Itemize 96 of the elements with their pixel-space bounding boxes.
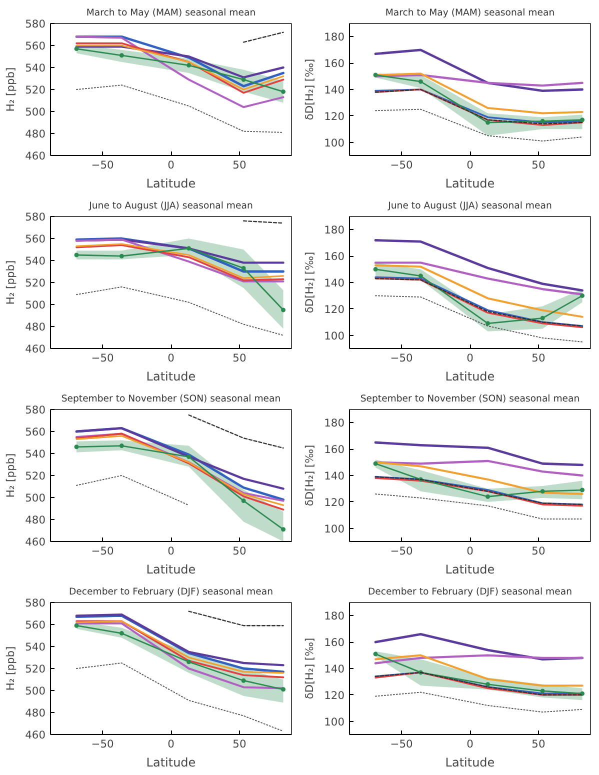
y-tick-label: 140	[324, 662, 345, 676]
y-axis-title: δD[H₂] [‰]	[303, 444, 316, 506]
x-axis-title: Latitude	[445, 562, 495, 576]
y-tick-label: 120	[324, 110, 345, 123]
chart-title: March to May (MAM) seasonal mean	[86, 8, 256, 18]
x-tick-label: 0	[466, 352, 474, 364]
x-tick-label: 0	[466, 158, 474, 172]
y-tick-label: 520	[25, 84, 46, 96]
x-tick-label: 50	[232, 738, 246, 750]
y-tick-label: 560	[25, 426, 46, 438]
x-tick-label: −50	[91, 352, 114, 364]
x-tick-label: 50	[532, 352, 546, 364]
y-tick-label: 560	[25, 232, 46, 246]
x-tick-label: 0	[168, 158, 175, 172]
x-tick-label: 50	[532, 738, 546, 750]
chart-title: December to February (DJF) seasonal mean	[68, 586, 274, 598]
y-tick-label: 480	[25, 128, 46, 140]
y-tick-label: 560	[25, 618, 46, 632]
y-tick-label: 120	[324, 688, 345, 702]
y-axis-title: δD[H₂] [‰]	[303, 252, 316, 314]
chart-title: March to May (MAM) seasonal mean	[385, 8, 555, 18]
x-tick-label: 50	[532, 158, 546, 172]
y-tick-label: 540	[25, 448, 46, 460]
chart-title: September to November (SON) seasonal mean	[360, 394, 580, 404]
x-axis-title: Latitude	[146, 370, 196, 384]
y-tick-label: 520	[25, 276, 46, 290]
x-tick-label: 0	[466, 544, 474, 558]
y-tick-label: 140	[324, 84, 345, 96]
x-axis-title: Latitude	[146, 562, 196, 576]
y-tick-label: 180	[324, 610, 345, 623]
y-axis-title: δD[H₂] [‰]	[303, 58, 316, 120]
y-tick-label: 160	[324, 250, 345, 264]
y-tick-label: 180	[324, 224, 345, 237]
x-tick-label: 50	[232, 158, 246, 172]
y-tick-label: 120	[324, 496, 345, 509]
y-tick-label: 460	[25, 728, 46, 742]
x-tick-label: 0	[168, 352, 175, 364]
x-axis-title: Latitude	[445, 370, 495, 384]
y-tick-label: 560	[25, 40, 46, 52]
y-tick-label: 500	[25, 492, 46, 504]
chart-title: June to August (JJA) seasonal mean	[387, 200, 552, 212]
y-tick-label: 500	[25, 106, 46, 118]
y-tick-label: 580	[25, 596, 46, 610]
x-tick-label: 50	[232, 352, 246, 364]
y-axis-title: H₂ [ppb]	[4, 67, 18, 112]
y-axis-title: H₂ [ppb]	[4, 453, 18, 498]
y-tick-label: 580	[25, 210, 46, 224]
x-tick-label: −50	[390, 544, 413, 558]
y-tick-label: 480	[25, 706, 46, 720]
y-tick-label: 100	[324, 136, 345, 150]
x-tick-label: 50	[232, 544, 246, 558]
y-tick-label: 480	[25, 320, 46, 334]
chart-title: June to August (JJA) seasonal mean	[88, 200, 253, 212]
x-tick-label: 0	[466, 738, 474, 750]
y-tick-label: 100	[324, 522, 345, 536]
y-axis-title: H₂ [ppb]	[4, 260, 18, 305]
y-tick-label: 480	[25, 514, 46, 526]
y-tick-label: 460	[25, 536, 46, 548]
x-tick-label: 0	[168, 738, 175, 750]
x-axis-title: Latitude	[146, 176, 196, 190]
x-tick-label: 0	[168, 544, 175, 558]
chart-title: December to February (DJF) seasonal mean	[368, 586, 572, 598]
y-tick-label: 580	[25, 404, 46, 416]
x-tick-label: 50	[532, 544, 546, 558]
x-tick-label: −50	[390, 738, 413, 750]
x-axis-title: Latitude	[146, 756, 196, 770]
y-tick-label: 160	[324, 57, 345, 70]
y-tick-label: 500	[25, 298, 46, 312]
y-tick-label: 520	[25, 470, 46, 482]
x-tick-label: −50	[390, 158, 413, 172]
y-tick-label: 180	[324, 416, 345, 430]
y-tick-label: 460	[25, 150, 46, 162]
x-tick-label: −50	[390, 352, 413, 364]
y-tick-label: 540	[25, 254, 46, 268]
y-tick-label: 520	[25, 662, 46, 676]
y-tick-label: 140	[324, 276, 345, 290]
y-tick-label: 580	[25, 18, 46, 30]
y-tick-label: 160	[324, 636, 345, 650]
y-tick-label: 180	[324, 30, 345, 44]
x-tick-label: −50	[91, 738, 114, 750]
chart-title: September to November (SON) seasonal mean	[61, 394, 281, 404]
y-tick-label: 100	[324, 715, 345, 728]
y-tick-label: 100	[324, 329, 345, 342]
x-axis-title: Latitude	[445, 176, 495, 190]
y-axis-title: H₂ [ppb]	[4, 646, 18, 691]
x-tick-label: −50	[91, 158, 114, 172]
y-tick-label: 540	[25, 640, 46, 654]
y-tick-label: 540	[25, 62, 46, 74]
y-tick-label: 120	[324, 302, 345, 316]
y-axis-title: δD[H₂] [‰]	[303, 638, 316, 700]
x-axis-title: Latitude	[445, 756, 495, 770]
y-tick-label: 460	[25, 342, 46, 356]
y-tick-label: 160	[324, 443, 345, 456]
y-tick-label: 500	[25, 684, 46, 698]
y-tick-label: 140	[324, 470, 345, 482]
x-tick-label: −50	[91, 544, 114, 558]
